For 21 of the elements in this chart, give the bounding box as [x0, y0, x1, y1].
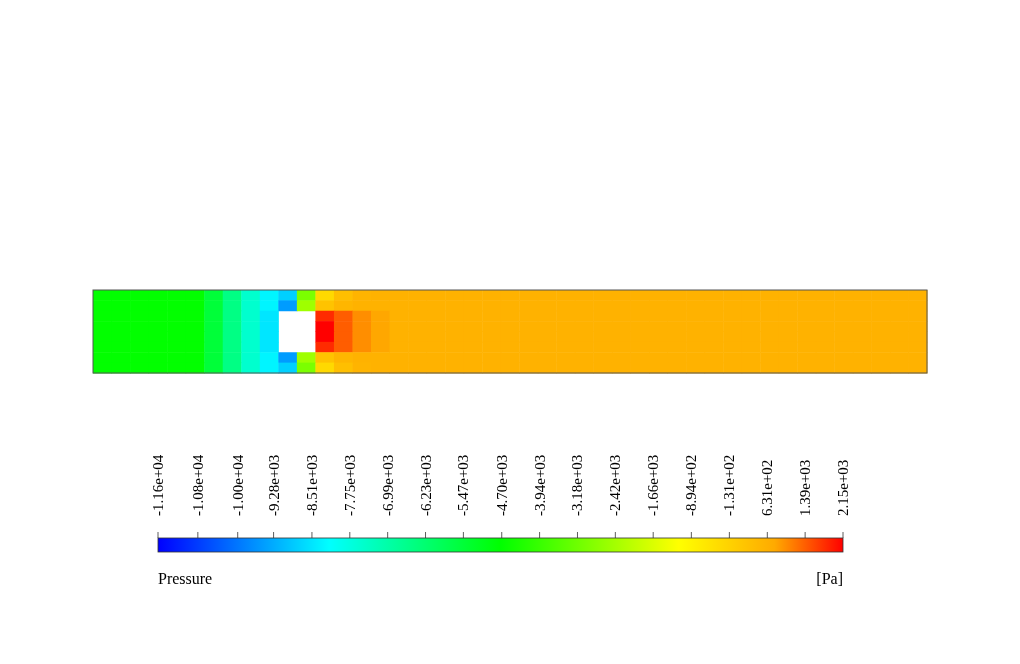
color-bar-label: -1.00e+04 — [229, 454, 246, 516]
color-bar-label: -6.23e+03 — [417, 454, 434, 516]
color-bar-label: 2.15e+03 — [835, 459, 851, 516]
text: [Pa] — [816, 570, 843, 587]
color-bar-label: 6.31e+02 — [759, 459, 776, 516]
color-bar-label: -8.51e+03 — [303, 454, 320, 516]
color-bar-label: -9.28e+03 — [265, 454, 282, 516]
color-bar-label: -7.75e+03 — [341, 454, 358, 516]
color-bar-label: -6.99e+03 — [379, 454, 396, 516]
color-bar-label: -3.94e+03 — [531, 454, 548, 516]
color-bar-label: -5.47e+03 — [455, 454, 472, 516]
color-bar-label: -8.94e+02 — [683, 454, 700, 516]
color-bar-label: -1.08e+04 — [189, 454, 206, 516]
color-bar-label: -1.66e+03 — [645, 454, 662, 516]
color-bar-label: -2.42e+03 — [607, 454, 624, 516]
color-bar-label: -3.18e+03 — [569, 454, 586, 516]
color-bar-label: -1.31e+02 — [721, 454, 738, 516]
color-bar-title: Pressure — [158, 570, 213, 587]
color-bar-label: -4.70e+03 — [493, 454, 510, 516]
color-bar-label: -1.16e+04 — [150, 454, 166, 516]
color-bar-label: 1.39e+03 — [797, 459, 814, 516]
